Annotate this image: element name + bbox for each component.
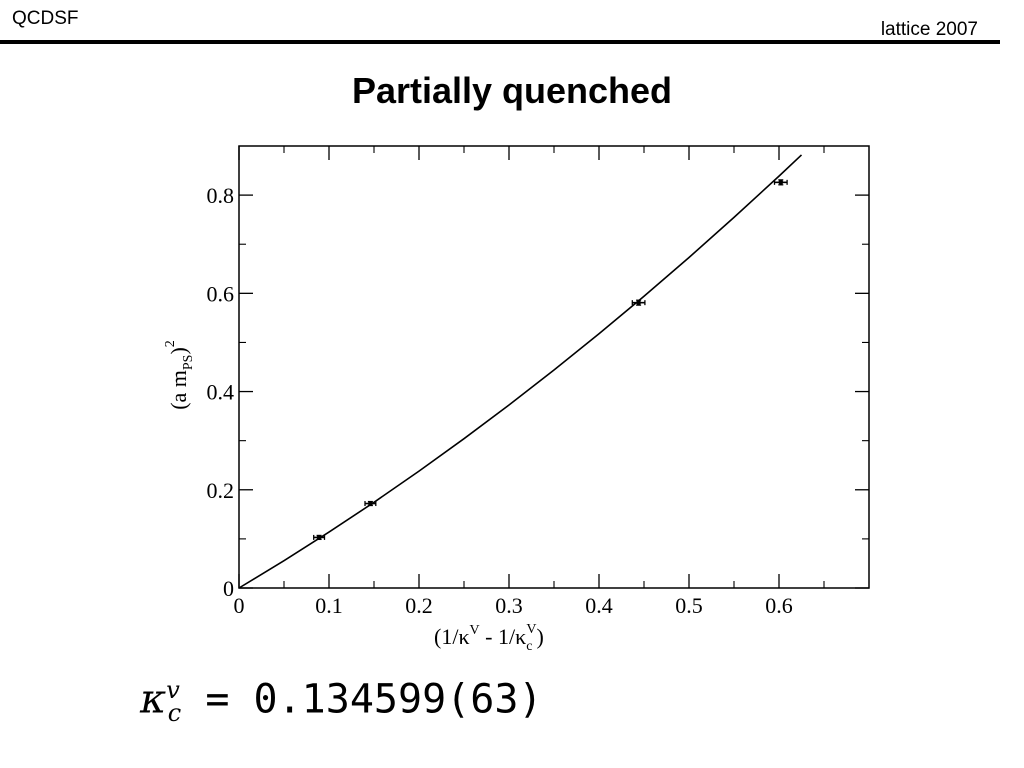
header-left-label: QCDSF: [12, 8, 79, 29]
kappa-subscript: c: [167, 699, 182, 728]
x-tick-label: 0.6: [765, 593, 793, 618]
header-rule: [0, 40, 1000, 44]
data-point: [631, 299, 646, 306]
slide-title: Partially quenched: [351, 70, 673, 111]
x-tick-label: 0.3: [495, 593, 523, 618]
x-tick-label: 0: [234, 593, 245, 618]
axis-tick-labels: 0 0.1 0.2 0.3 0.4 0.5 0.6 0 0.2 0.4 0.6 0.8: [207, 183, 793, 618]
data-marker: [778, 179, 784, 185]
data-point: [364, 500, 377, 507]
header-right-label: lattice 2007: [880, 19, 978, 40]
x-tick-label: 0.4: [585, 593, 613, 618]
x-tick-label: 0.2: [405, 593, 433, 618]
y-tick-label: 0.2: [207, 478, 235, 503]
y-tick-label: 0.4: [207, 380, 235, 405]
data-marker: [368, 501, 373, 506]
kappa-superscript: v: [166, 676, 180, 704]
data-point: [313, 534, 326, 541]
x-tick-label: 0.5: [675, 593, 703, 618]
x-tick-label: 0.1: [315, 593, 343, 618]
x-axis-label: (1/κV - 1/κcV): [434, 622, 544, 654]
kappa-value: = 0.134599(63): [181, 676, 543, 723]
data-points: [313, 179, 788, 541]
data-point: [773, 179, 788, 186]
y-tick-label: 0.8: [207, 183, 235, 208]
fit-curve: [238, 154, 803, 589]
y-tick-label: 0: [223, 576, 234, 601]
kappa-symbol: κ: [140, 676, 167, 723]
kappa-result: κvc = 0.134599(63): [140, 676, 542, 727]
y-axis-label: (a mPS)2: [163, 340, 196, 410]
plot-frame: [238, 145, 870, 589]
axis-ticks: [238, 146, 869, 589]
y-tick-label: 0.6: [207, 281, 235, 306]
data-marker: [636, 300, 641, 306]
data-marker: [316, 535, 322, 540]
